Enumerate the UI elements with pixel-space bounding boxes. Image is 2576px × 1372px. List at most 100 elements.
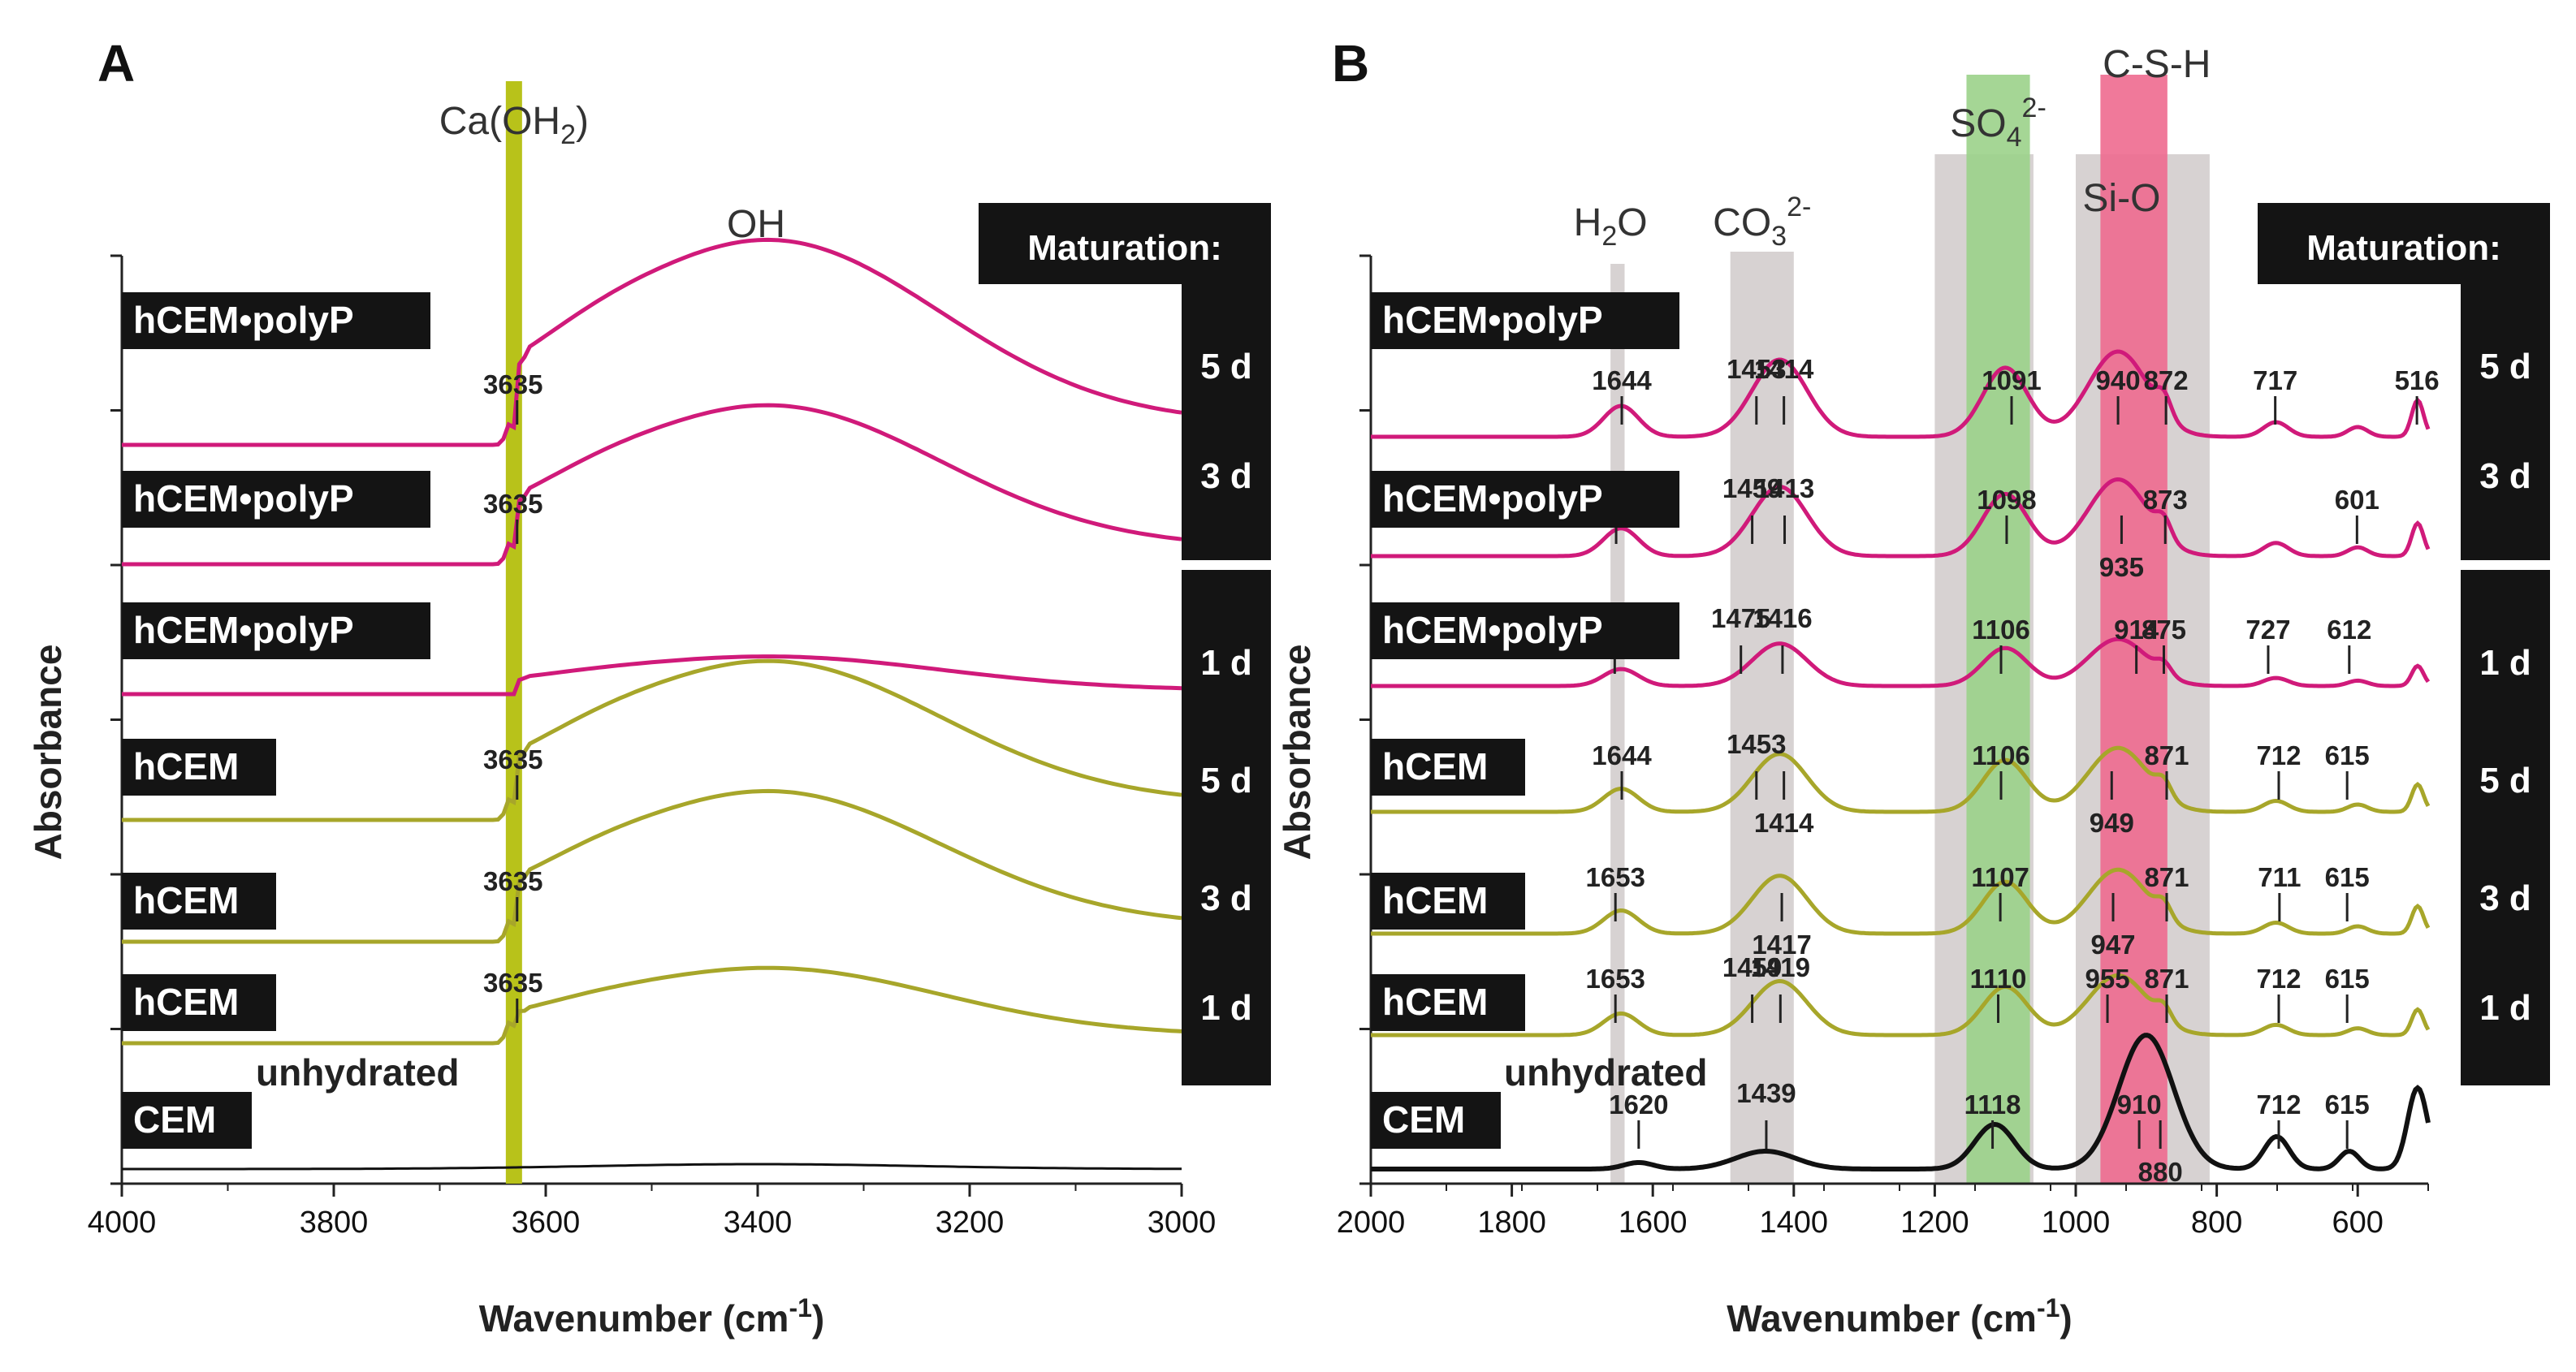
panel-letter: A — [97, 34, 135, 93]
peak-label: 1107 — [1971, 862, 2029, 892]
peak-label: 1644 — [1592, 740, 1652, 770]
trace-hcempolyp-3d — [122, 403, 1182, 567]
trace-hcem-1d — [122, 965, 1182, 1046]
series-label: hCEM•polyP — [1382, 609, 1603, 651]
peak-label: 1106 — [1972, 615, 2030, 645]
x-tick-label: 4000 — [88, 1206, 157, 1240]
series-label-box — [1371, 1092, 1501, 1149]
series-label-box — [1371, 739, 1525, 796]
series-label: hCEM — [133, 981, 239, 1023]
peak-label: 1653 — [1585, 964, 1645, 994]
panel-b: B 2000 1800 1600 1400 1200 1000 800 600 Wavenumbe… — [1276, 34, 2550, 1340]
peak-label: 612 — [2327, 615, 2371, 645]
series-label: CEM — [1382, 1098, 1465, 1141]
peak-label: 615 — [2325, 964, 2370, 994]
trace-b-hcem-3d — [1371, 867, 2431, 936]
peak-label: 3635 — [483, 489, 542, 519]
peak-label: 875 — [2142, 615, 2186, 645]
peak-label: 1098 — [1977, 485, 2036, 515]
series-label: hCEM•polyP — [1382, 299, 1603, 341]
x-tick-label: 3600 — [512, 1206, 581, 1240]
co3-label: CO32- — [1713, 192, 1811, 252]
peak-label: 1459 — [1722, 473, 1782, 503]
x-tick-label: 1800 — [1477, 1206, 1546, 1240]
peak-label: 1644 — [1592, 365, 1652, 395]
h2o-label: H2O — [1574, 201, 1648, 252]
si-o-label: Si-O — [2082, 177, 2160, 220]
x-axis-title: Wavenumber (cm-1) — [479, 1293, 825, 1340]
series-label-box — [122, 873, 276, 930]
x-tick-label: 1400 — [1760, 1206, 1829, 1240]
peak-label: 3635 — [483, 744, 542, 774]
y-axis-title: Absorbance — [1276, 645, 1318, 861]
csh-label: C-S-H — [2103, 43, 2211, 86]
unhydrated-label: unhydrated — [256, 1051, 459, 1094]
series-label: hCEM•polyP — [133, 609, 354, 651]
maturation-label: 1 d — [2479, 988, 2531, 1028]
peak-label: 1439 — [1736, 1078, 1796, 1108]
peak-label: 871 — [2144, 740, 2189, 770]
peak-label: 872 — [2144, 365, 2189, 395]
band-co32 — [1730, 252, 1794, 1184]
maturation-label: 1 d — [1200, 988, 1252, 1028]
trace-b-hcempolyp-5d — [1371, 349, 2431, 439]
series-label-box — [1371, 471, 1679, 528]
x-tick-label: 800 — [2191, 1206, 2242, 1240]
series-label-box — [1371, 602, 1679, 659]
x-tick-label: 3000 — [1148, 1206, 1217, 1240]
peak-label: 1459 — [1722, 952, 1782, 982]
series-label: hCEM — [1382, 745, 1488, 787]
series-label-box — [1371, 974, 1525, 1031]
trace-hcempolyp-1d — [122, 654, 1182, 697]
peak-label: 935 — [2099, 552, 2144, 582]
maturation-label: 1 d — [2479, 643, 2531, 683]
peak-label: 1475 — [1711, 603, 1770, 633]
peak-label: 712 — [2256, 740, 2301, 770]
peak-label: 947 — [2090, 930, 2135, 960]
x-tick-label: 3400 — [724, 1206, 793, 1240]
y-axis-title: Absorbance — [27, 645, 69, 861]
maturation-label: 5 d — [2479, 347, 2531, 386]
trace-b-cem-unhydrated — [1371, 1033, 2431, 1171]
trace-b-hcempolyp-1d — [1371, 636, 2431, 688]
maturation-label: 3 d — [1200, 878, 1252, 918]
peak-label: 1620 — [1609, 1089, 1668, 1120]
series-label: hCEM — [133, 745, 239, 787]
maturation-header: Maturation: — [2306, 228, 2501, 268]
peak-label: 955 — [2085, 964, 2130, 994]
maturation-header-box — [979, 203, 1271, 284]
maturation-label: 5 d — [2479, 761, 2531, 800]
trace-b-hcem-1d — [1371, 973, 2431, 1038]
peak-label: 712 — [2256, 1089, 2301, 1120]
peak-label: 1417 — [1752, 930, 1811, 960]
series-label: hCEM•polyP — [1382, 477, 1603, 520]
peak-label: 712 — [2256, 964, 2301, 994]
x-tick-label: 3800 — [300, 1206, 369, 1240]
peak-label: 615 — [2325, 740, 2370, 770]
peak-label: 615 — [2325, 862, 2370, 892]
peak-label: 1413 — [1755, 473, 1814, 503]
maturation-header: Maturation: — [1027, 228, 1222, 268]
maturation-block-top — [1182, 284, 1271, 560]
trace-hcem-5d — [122, 658, 1182, 822]
peak-label: 1106 — [1972, 740, 2030, 770]
trace-cem-unhydrated — [122, 1163, 1182, 1171]
x-axis-title: Wavenumber (cm-1) — [1727, 1293, 2072, 1340]
peak-label: 914 — [2114, 615, 2159, 645]
panel-a: A 4000 3800 3600 3400 3200 3000 Wavenumber (cm-… — [27, 34, 1271, 1340]
unhydrated-label: unhydrated — [1504, 1051, 1707, 1094]
peak-label: 727 — [2245, 615, 2290, 645]
series-label: hCEM•polyP — [133, 477, 354, 520]
maturation-block-top — [2461, 284, 2550, 560]
x-tick-label: 3200 — [936, 1206, 1005, 1240]
peak-label: 1653 — [1585, 862, 1645, 892]
peak-label: 1416 — [1753, 603, 1812, 633]
peak-label: 910 — [2117, 1089, 2162, 1120]
caoh2-label: Ca(OH2) — [439, 100, 589, 150]
peak-label: 1091 — [1982, 365, 2041, 395]
x-tick-label: 1200 — [1900, 1206, 1969, 1240]
maturation-label: 3 d — [1200, 456, 1252, 496]
series-label-box — [122, 974, 276, 1031]
peak-label: 1414 — [1754, 808, 1814, 838]
series-label: CEM — [133, 1098, 216, 1141]
